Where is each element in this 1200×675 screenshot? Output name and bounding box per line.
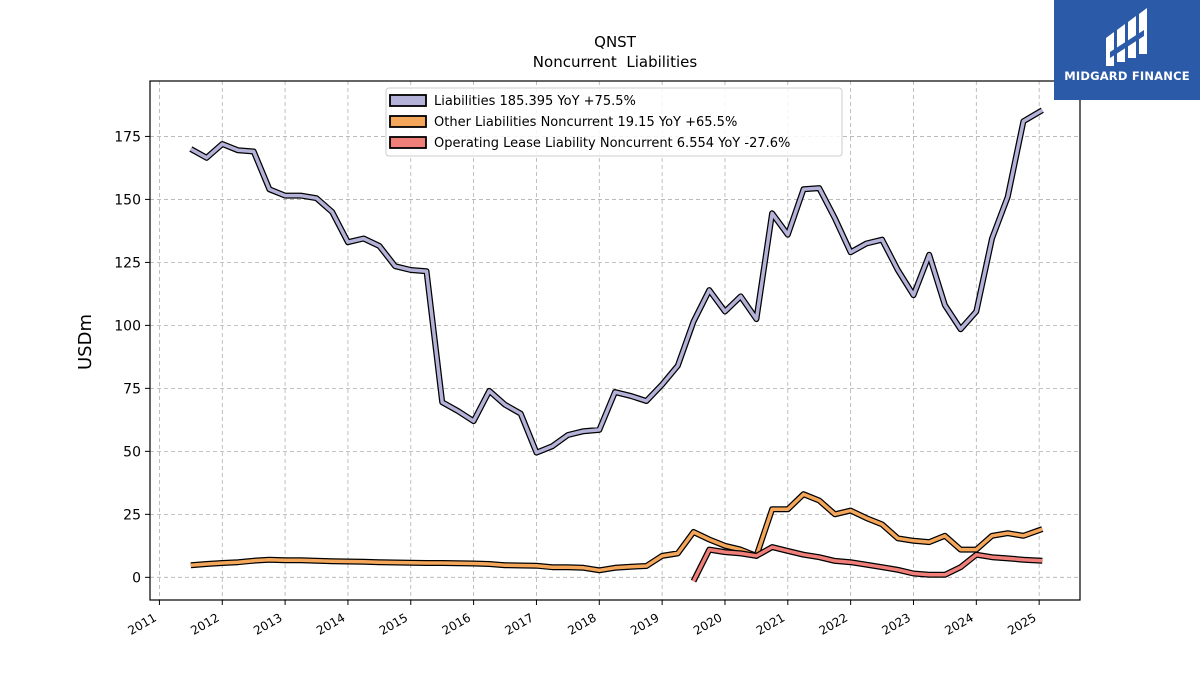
y-axis-label: USDm [75, 314, 96, 370]
series-outline-2 [190, 491, 1044, 574]
legend-label: Operating Lease Liability Noncurrent 6.5… [434, 136, 790, 151]
x-tick-label: 2014 [314, 610, 347, 637]
x-tick-label: 2018 [565, 610, 598, 637]
y-tick-label: 125 [114, 255, 141, 271]
x-tick-label: 2022 [817, 610, 850, 637]
plot-frame [149, 80, 1081, 601]
chart-subtitle: Noncurrent Liabilities [533, 53, 698, 71]
series-lines [189, 107, 1044, 583]
legend-label: Other Liabilities Noncurrent 19.15 YoY +… [434, 115, 737, 130]
x-tick-label: 2015 [377, 610, 410, 637]
legend-swatch [389, 115, 427, 128]
brand-logo: MIDGARD FINANCE [1054, 0, 1200, 100]
y-tick-label: 25 [123, 507, 141, 523]
grid [150, 81, 1080, 600]
brand-name: MIDGARD FINANCE [1064, 69, 1190, 83]
x-tick-label: 2025 [1005, 610, 1038, 637]
y-tick-label: 100 [114, 318, 141, 334]
y-tick-label: 50 [123, 444, 141, 460]
y-tick-label: 75 [123, 381, 141, 397]
x-tick-label: 2017 [502, 610, 535, 637]
series-line-2 [190, 492, 1043, 573]
brand-logo-mark [1106, 8, 1147, 66]
x-tick-label: 2020 [691, 610, 724, 637]
legend-swatch [389, 94, 427, 107]
y-tick-label: 0 [132, 570, 141, 586]
y-tick-label: 175 [114, 129, 141, 145]
legend-box [385, 87, 843, 157]
legend-swatch [389, 136, 427, 149]
x-tick-label: 2012 [188, 610, 221, 637]
legend-label: Liabilities 185.395 YoY +75.5% [434, 94, 636, 109]
y-tick-label: 150 [114, 192, 141, 208]
series-line-1 [189, 108, 1044, 455]
x-tick-label: 2011 [125, 610, 158, 637]
x-tick-label: 2021 [754, 610, 787, 637]
chart-title: QNST [594, 33, 637, 51]
x-tick-label: 2016 [440, 610, 473, 637]
series-line-3 [691, 545, 1043, 582]
series-outline-1 [189, 107, 1044, 456]
x-tick-label: 2023 [880, 610, 913, 637]
x-tick-label: 2013 [251, 610, 284, 637]
legend: Liabilities 185.395 YoY +75.5% Other Liab… [385, 87, 843, 157]
x-tick-label: 2024 [942, 610, 975, 637]
x-tick-label: 2019 [628, 610, 661, 637]
